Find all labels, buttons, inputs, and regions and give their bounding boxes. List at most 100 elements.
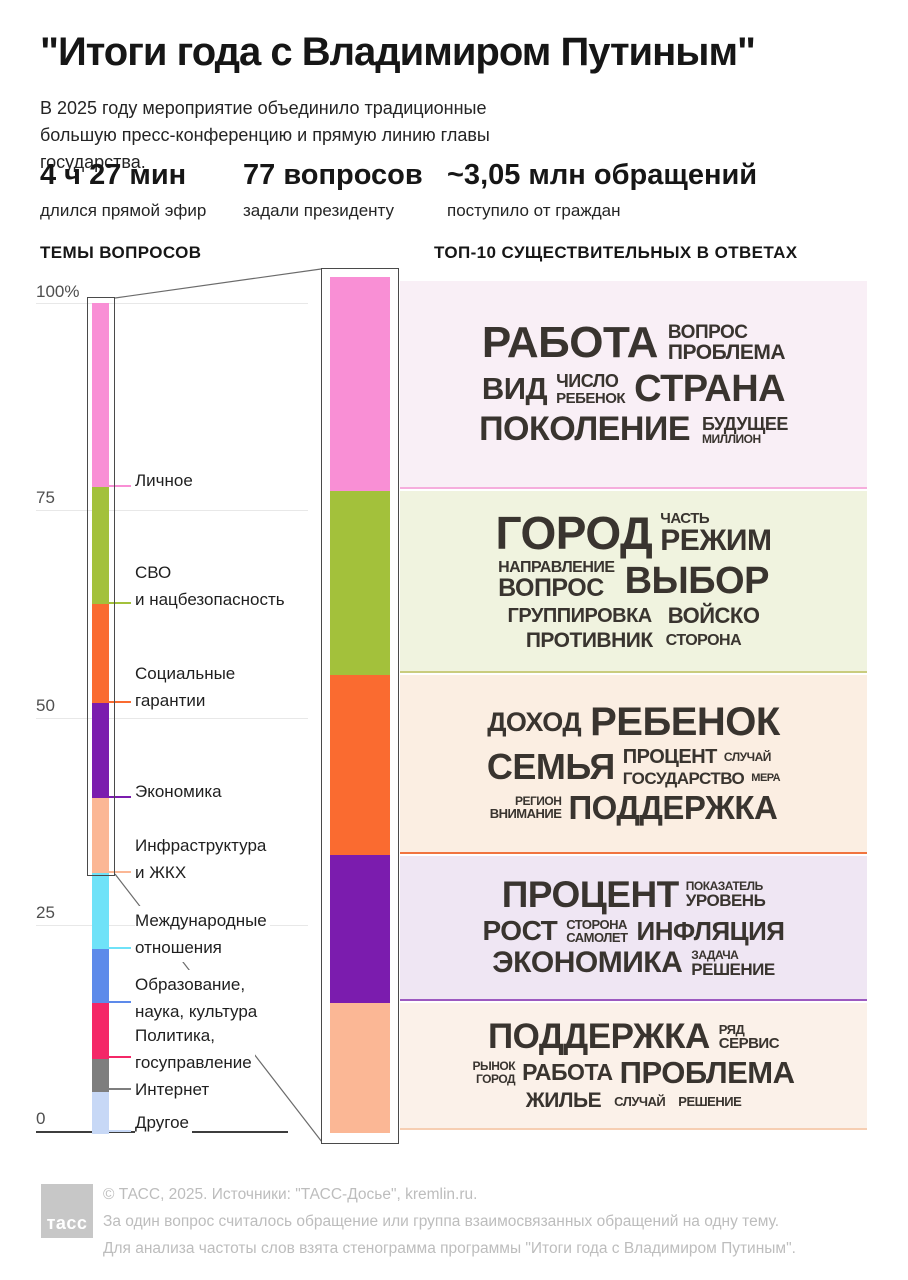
word: СТОРОНА: [566, 916, 627, 932]
tick-ekonomika: [109, 796, 131, 798]
word: ДОХОД: [487, 707, 582, 738]
stat-duration-value: 4 ч 27 мин: [40, 159, 187, 191]
magnified-segment-infrastruktura: [330, 1003, 390, 1133]
word: ВОПРОС: [498, 574, 604, 603]
word: РЕЖИМ: [660, 524, 772, 558]
word: РАБОТА: [522, 1058, 613, 1085]
topics-stacked-bar: [92, 303, 109, 1134]
tick-internet: [109, 1088, 131, 1090]
tick-lichnoe: [109, 485, 131, 487]
wordcloud-panel-lichnoe: РАБОТА ВОПРОС ПРОБЛЕМА ВИД ЧИСЛО РЕБЕНОК…: [400, 281, 867, 489]
word: ЗАДАЧА: [691, 947, 739, 962]
bar-segment: [92, 487, 109, 604]
word: РЕБЕНОК: [556, 389, 626, 407]
word: РЕШЕНИЕ: [678, 1093, 742, 1109]
label-socgarantii: Социальные гарантии: [135, 659, 239, 715]
word: ИНФЛЯЦИЯ: [636, 915, 785, 946]
bar-segment: [92, 1003, 109, 1059]
magnified-bar: [330, 277, 390, 1133]
magnify-source-box: [87, 297, 115, 876]
gridline-50: [36, 718, 308, 719]
stat-appeals-caption: поступило от граждан: [447, 201, 621, 220]
label-infrastruktura: Инфраструктура и ЖКХ: [135, 831, 270, 887]
word: СЛУЧАЙ: [614, 1093, 666, 1109]
bar-segment: [92, 1059, 109, 1092]
word: ПРОБЛЕМА: [667, 341, 786, 365]
stat-questions-caption: задали президенту: [243, 201, 395, 220]
word: ЧИСЛО: [556, 371, 619, 392]
word: ВЫБОР: [624, 559, 770, 602]
word: РЕШЕНИЕ: [691, 960, 775, 980]
tass-logo: тасс: [41, 1184, 93, 1238]
word: ПОДДЕРЖКА: [487, 1017, 710, 1057]
word: РЕГИОН: [515, 794, 562, 808]
page-title: "Итоги года с Владимиром Путиным": [40, 30, 756, 74]
word: ПОКАЗАТЕЛЬ: [685, 879, 763, 894]
tick-infrastruktura: [109, 871, 131, 873]
word: ПРОТИВНИК: [525, 629, 653, 653]
stat-appeals: ~3,05 млн обращений поступило от граждан: [447, 159, 757, 221]
bar-segment: [92, 303, 109, 487]
stat-questions: 77 вопросов задали президенту: [243, 159, 423, 221]
word: ГОРОД: [495, 507, 653, 560]
axis-tick-50: 50: [36, 696, 55, 715]
nouns-heading: ТОП-10 СУЩЕСТВИТЕЛЬНЫХ В ОТВЕТАХ: [434, 243, 798, 262]
label-ekonomika: Экономика: [135, 777, 225, 806]
word: ВИД: [481, 371, 548, 407]
label-drugoe: Другое: [135, 1108, 193, 1137]
bar-segment: [92, 703, 109, 798]
word: ЖИЛЬЕ: [525, 1089, 602, 1113]
label-mezhdunarodnye: Международные отношения: [135, 906, 270, 962]
word: ГОРОД: [476, 1071, 516, 1086]
label-obrazovanie: Образование, наука, культура: [135, 970, 261, 1026]
label-lichnoe: Личное: [135, 466, 196, 495]
word: РЫНОК: [472, 1059, 516, 1074]
word: БУДУЩЕЕ: [702, 413, 788, 434]
stat-appeals-value: ~3,05 млн обращений: [447, 159, 758, 191]
tick-svo: [109, 602, 131, 604]
bar-segment: [92, 949, 109, 1003]
magnified-segment-lichnoe: [330, 277, 390, 491]
word: РОСТ: [482, 914, 558, 946]
word: СТРАНА: [634, 367, 786, 410]
word: ПРОЦЕНТ: [501, 874, 680, 916]
magnified-segment-svo: [330, 491, 390, 675]
word: ЧАСТЬ: [660, 509, 710, 527]
word: СЕРВИС: [718, 1034, 780, 1052]
wordcloud-panel-ekonomika: ПРОЦЕНТ ПОКАЗАТЕЛЬ УРОВЕНЬ РОСТ СТОРОНА …: [400, 856, 867, 1001]
gridline-75: [36, 510, 308, 511]
tick-drugoe: [109, 1130, 131, 1132]
word: СТОРОНА: [665, 631, 742, 649]
word: НАПРАВЛЕНИЕ: [498, 559, 615, 577]
footer-line-transcript: Для анализа частоты слов взята стенограм…: [103, 1240, 796, 1257]
label-politika: Политика, госуправление: [135, 1021, 255, 1077]
gridline-100: [36, 303, 308, 304]
wordcloud-panel-svo: ГОРОД ЧАСТЬ РЕЖИМ НАПРАВЛЕНИЕ ВОПРОС ВЫБ…: [400, 491, 867, 673]
label-svo: СВО и нацбезопасность: [135, 558, 288, 614]
stat-duration: 4 ч 27 мин длился прямой эфир: [40, 159, 206, 221]
tick-obrazovanie: [109, 1001, 131, 1003]
stat-questions-value: 77 вопросов: [243, 159, 423, 191]
stat-duration-caption: длился прямой эфир: [40, 201, 207, 220]
word: ВОЙСКО: [667, 602, 760, 628]
wordcloud-panel-socgarantii: ДОХОД РЕБЕНОК СЕМЬЯ ПРОЦЕНТ СЛУЧАЙ ГОСУД…: [400, 675, 867, 854]
tick-mezhdunarodnye: [109, 947, 131, 949]
axis-tick-100: 100%: [36, 282, 80, 301]
tick-politika: [109, 1056, 131, 1058]
word: ГОСУДАРСТВО: [622, 768, 745, 788]
word: РЯД: [718, 1021, 745, 1037]
footer-line-method: За один вопрос считалось обращение или г…: [103, 1213, 780, 1230]
bar-segment: [92, 873, 109, 949]
page-subtitle: В 2025 году мероприятие объединило тради…: [40, 98, 490, 172]
footer-credits: © ТАСС, 2025. Источники: "ТАСС-Досье", k…: [103, 1181, 883, 1262]
word: ПРОБЛЕМА: [619, 1054, 795, 1090]
word: РЕБЕНОК: [590, 700, 780, 745]
word: УРОВЕНЬ: [685, 891, 766, 911]
bar-segment: [92, 798, 109, 873]
tick-socgarantii: [109, 701, 131, 703]
bar-segment: [92, 1092, 109, 1134]
word: ПРОЦЕНТ: [622, 746, 718, 769]
topics-heading: ТЕМЫ ВОПРОСОВ: [40, 243, 202, 262]
word: ПОДДЕРЖКА: [568, 788, 778, 826]
